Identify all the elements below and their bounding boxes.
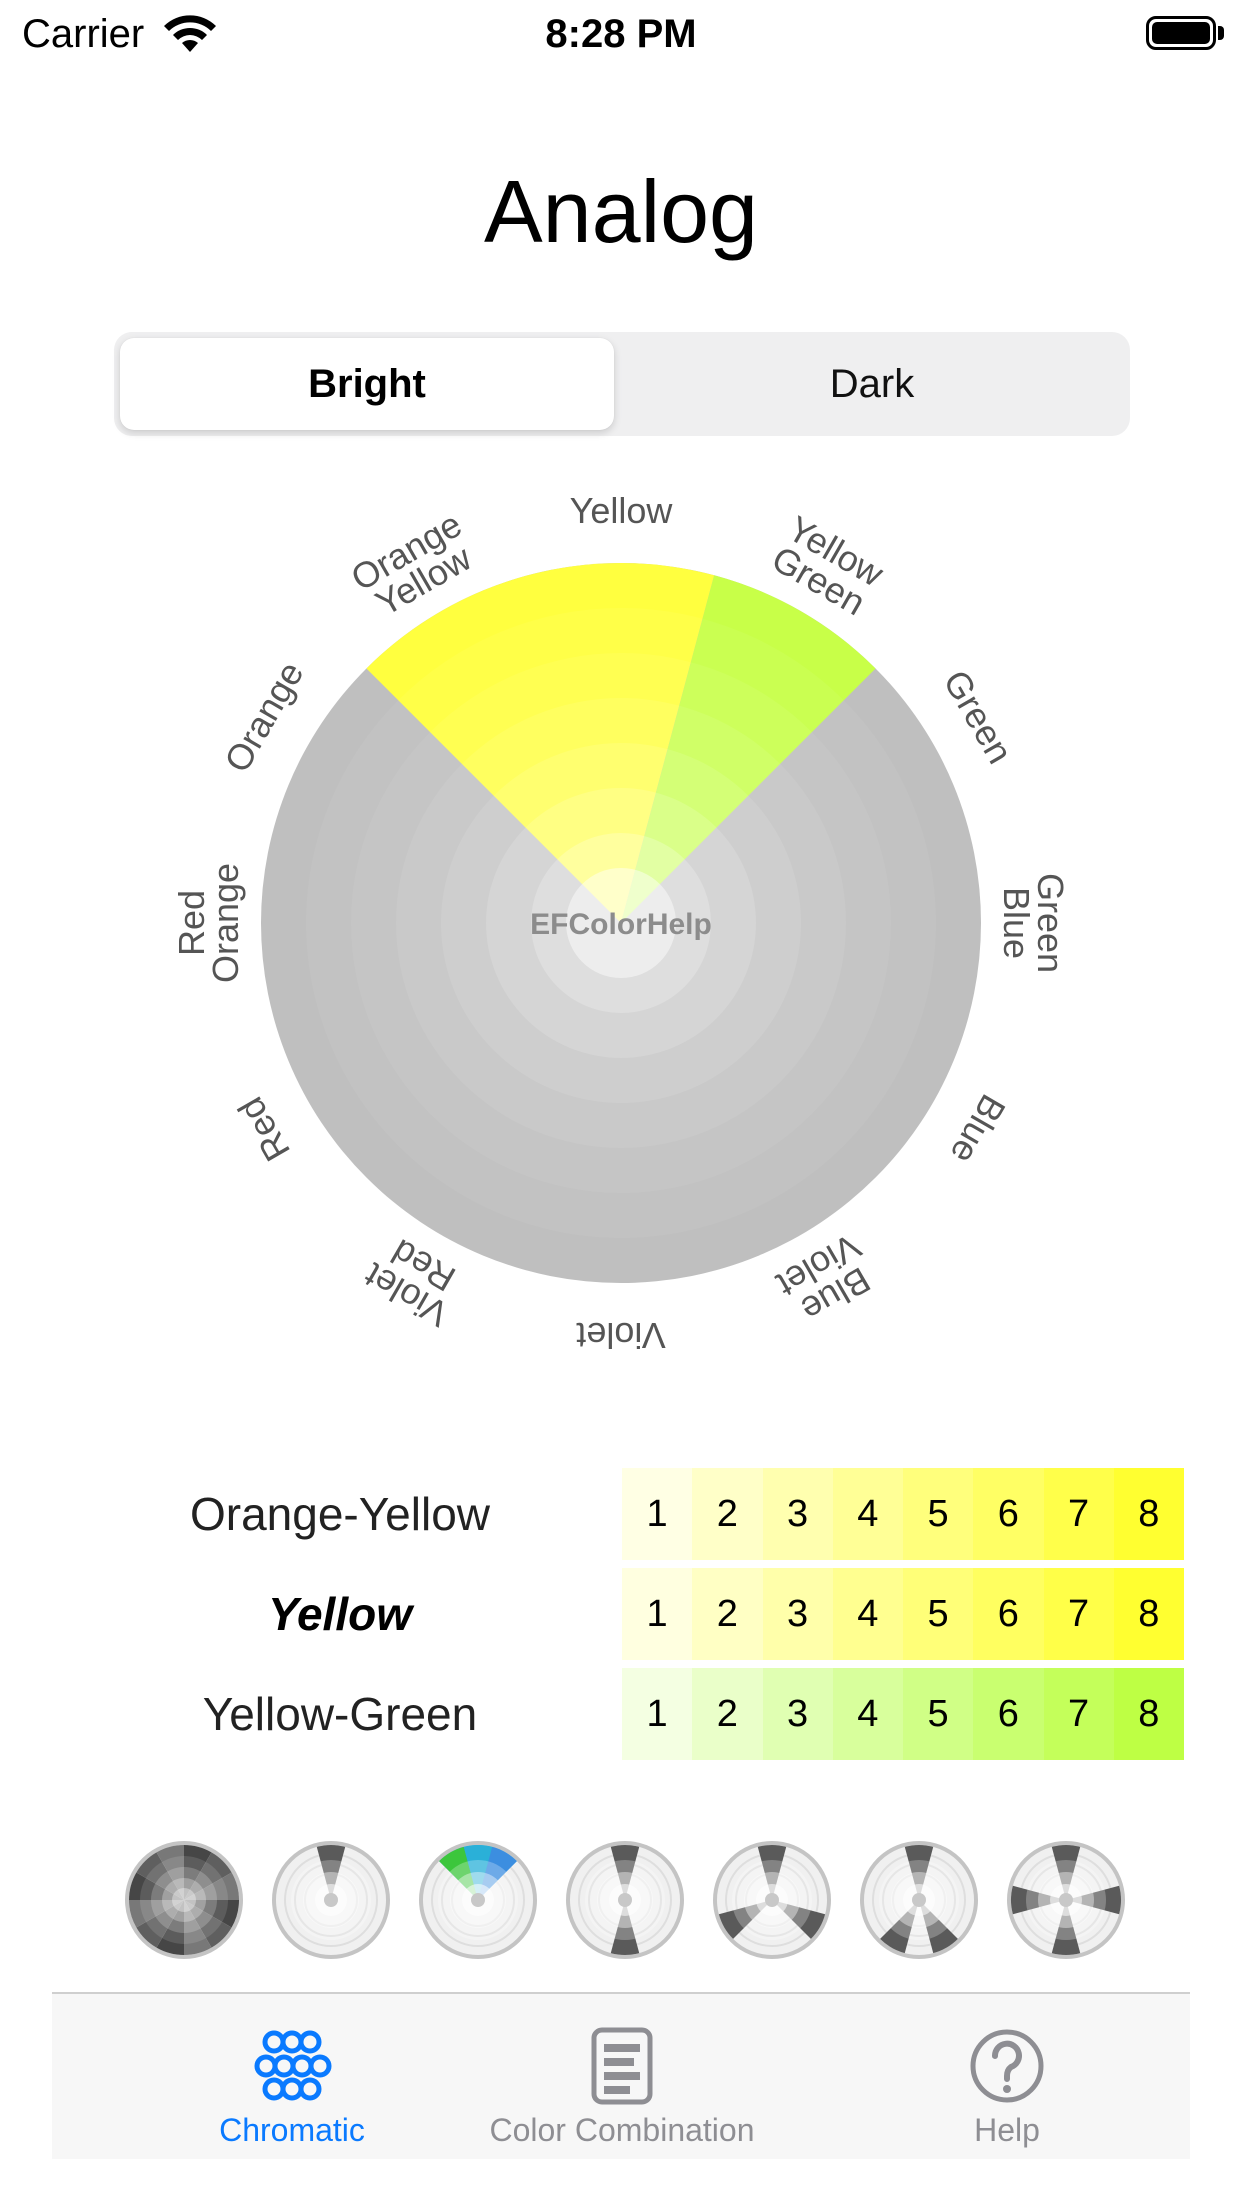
scale-swatch[interactable]: 8: [1113, 1568, 1184, 1660]
tab-chromatic[interactable]: Chromatic: [122, 1994, 462, 2159]
scale-swatch[interactable]: 8: [1113, 1468, 1184, 1560]
scale-swatch[interactable]: 3: [762, 1568, 833, 1660]
scale-row: Orange-Yellow 1 2 3 4 5 6 7 8: [0, 1468, 1242, 1560]
scale-row: Yellow 1 2 3 4 5 6 7 8: [0, 1568, 1242, 1660]
wheel-segment-yellow-green[interactable]: [621, 575, 876, 923]
scale-swatch[interactable]: 6: [973, 1668, 1044, 1760]
question-mark-icon: [970, 2029, 1044, 2103]
scale-swatch[interactable]: 4: [832, 1468, 903, 1560]
wheel-label: Violet: [576, 1315, 665, 1356]
wheel-ring: [396, 698, 846, 1148]
wheel-label-line: Yellow: [570, 490, 674, 531]
all-scheme-icon[interactable]: [124, 1840, 244, 1960]
tab-bar: Chromatic Color Combination Help: [52, 1992, 1190, 2159]
wheel-label-line: Green: [935, 663, 1021, 770]
status-time: 8:28 PM: [545, 12, 697, 56]
wheel-label-line: Blue: [942, 1088, 1014, 1171]
battery-icon: [1146, 16, 1226, 52]
scale-swatch[interactable]: 1: [622, 1568, 693, 1660]
wheel-label-line: Violet: [576, 1315, 665, 1356]
wheel-label: Blue: [942, 1088, 1014, 1171]
wheel-label: Orange: [216, 655, 312, 779]
scale-swatch[interactable]: 2: [692, 1668, 763, 1760]
scale-name[interactable]: Yellow-Green: [202, 1688, 478, 1740]
analog-scheme-icon[interactable]: [418, 1840, 538, 1960]
scale-name[interactable]: Orange-Yellow: [189, 1488, 491, 1540]
wheel-label-line: Orange: [216, 655, 312, 779]
scale-row: Yellow-Green 1 2 3 4 5 6 7 8: [0, 1668, 1242, 1760]
tab-label: Chromatic: [219, 2112, 365, 2148]
wheel-label: Green: [935, 663, 1021, 770]
scale-swatch[interactable]: 2: [692, 1468, 763, 1560]
chromatic-circles-icon: [254, 2030, 332, 2101]
wheel-ring: [531, 833, 711, 1013]
tab-label: Color Combination: [489, 2112, 755, 2148]
scale-swatch[interactable]: 2: [692, 1568, 763, 1660]
document-list-icon: [591, 2027, 653, 2105]
wheel-label-line: Green: [1030, 873, 1071, 973]
page-title: Analog: [483, 162, 758, 261]
wheel-ring: [351, 653, 891, 1193]
scale-swatch[interactable]: 7: [1043, 1568, 1114, 1660]
wheel-center-label: EFColorHelp: [530, 908, 712, 941]
wheel-label-line: Orange: [205, 863, 246, 983]
wheel-segment-orange-yellow[interactable]: [366, 563, 715, 923]
wheel-label-line: Red: [229, 1090, 298, 1168]
wheel-ring: [486, 788, 756, 1058]
status-bar: Carrier 8:28 PM: [0, 0, 1242, 66]
tab-help[interactable]: Help: [842, 1994, 1172, 2159]
complementary-scheme-icon[interactable]: [565, 1840, 685, 1960]
wheel-label-line: Red: [171, 890, 212, 956]
wheel-ring: [566, 868, 676, 978]
scale-swatch[interactable]: 6: [973, 1568, 1044, 1660]
wheel-ring: [441, 743, 801, 1103]
scale-swatch[interactable]: 6: [973, 1468, 1044, 1560]
scale-swatch[interactable]: 3: [762, 1468, 833, 1560]
tab-color-combination[interactable]: Color Combination: [447, 1994, 797, 2159]
scale-swatch[interactable]: 1: [622, 1468, 693, 1560]
wheel-ring: [306, 608, 936, 1238]
scale-name[interactable]: Yellow: [268, 1588, 412, 1640]
segment-selection-indicator: [120, 338, 614, 430]
tab-label: Help: [974, 2112, 1040, 2148]
wheel-label: Red: [229, 1090, 298, 1168]
scale-swatch[interactable]: 5: [903, 1668, 974, 1760]
scale-swatch[interactable]: 3: [762, 1668, 833, 1760]
carrier-label: Carrier: [22, 12, 145, 56]
split-scheme-icon[interactable]: [859, 1840, 979, 1960]
triad-scheme-icon[interactable]: [712, 1840, 832, 1960]
wheel-label-line: Blue: [996, 887, 1037, 959]
tetrad-scheme-icon[interactable]: [1006, 1840, 1126, 1960]
scale-swatch[interactable]: 5: [903, 1568, 974, 1660]
scale-swatch[interactable]: 8: [1113, 1668, 1184, 1760]
wheel-label: Yellow: [570, 490, 674, 531]
segment-dark[interactable]: Dark: [829, 362, 915, 406]
mono-scheme-icon[interactable]: [271, 1840, 391, 1960]
scale-swatch[interactable]: 1: [622, 1668, 693, 1760]
segment-bright[interactable]: Bright: [308, 362, 426, 406]
scale-swatch[interactable]: 7: [1043, 1668, 1114, 1760]
scale-swatch[interactable]: 7: [1043, 1468, 1114, 1560]
scale-swatch[interactable]: 4: [832, 1668, 903, 1760]
scale-swatch[interactable]: 5: [903, 1468, 974, 1560]
scale-swatch[interactable]: 4: [832, 1568, 903, 1660]
wifi-icon: [164, 15, 216, 52]
brightness-segmented-control[interactable]: Bright Dark: [114, 332, 1130, 436]
